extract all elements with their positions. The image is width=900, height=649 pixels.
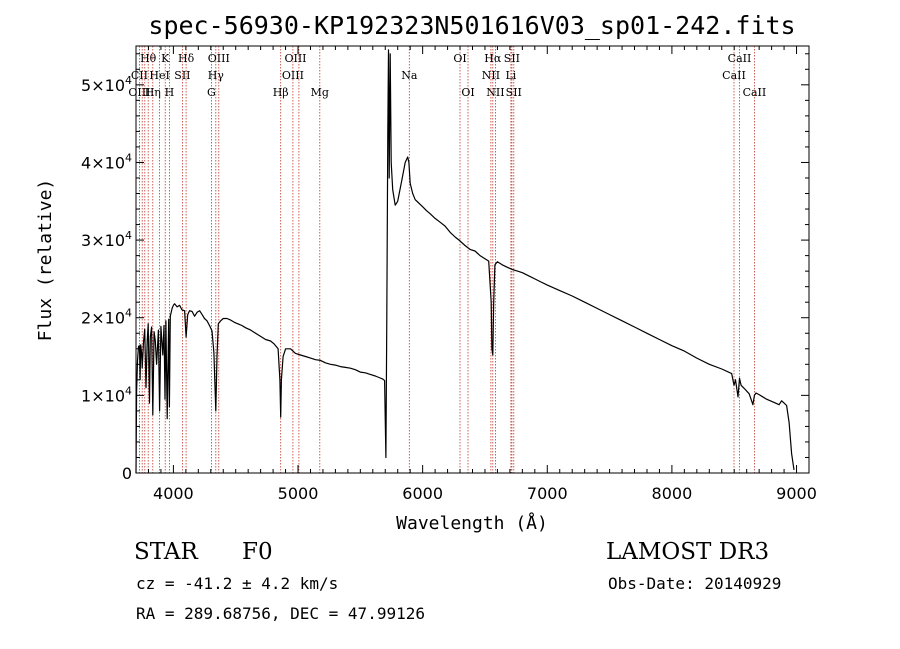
line-label: Hδ	[178, 52, 195, 65]
spectral-class: F0	[242, 539, 273, 565]
line-label: Na	[401, 69, 418, 82]
object-type: STAR	[134, 539, 198, 565]
line-label: NII	[482, 69, 500, 82]
emission-line-labels: CII OIII Hθ Hη HeI K H SII Hδ OIII Hγ G Hβ OIII OIII Mg…	[128, 52, 766, 99]
line-label: SII	[174, 69, 190, 82]
line-label: Hγ	[208, 69, 225, 82]
x-tick-label: 6000	[402, 484, 443, 503]
line-label: Hθ	[140, 52, 157, 65]
coordinates: RA = 289.68756, DEC = 47.99126	[136, 604, 425, 623]
x-tick-label: 4000	[153, 484, 194, 503]
line-label: HeI	[149, 69, 169, 82]
line-label: SII	[504, 52, 520, 65]
y-axis-label: Flux (relative)	[35, 179, 56, 342]
line-label: OIII	[208, 52, 230, 65]
line-label: OIII	[128, 86, 150, 99]
line-label: Mg	[311, 86, 329, 99]
survey-name: LAMOST DR3	[606, 539, 770, 565]
y-tick-label: 3×104	[81, 229, 132, 250]
chart-title: spec-56930-KP192323N501616V03_sp01-242.f…	[148, 11, 795, 40]
line-label: K	[161, 52, 170, 65]
obs-date: Obs-Date: 20140929	[608, 574, 782, 593]
x-tick-label: 8000	[652, 484, 693, 503]
line-label: CaII	[728, 52, 752, 65]
line-label: G	[207, 86, 216, 99]
spectrum-line	[135, 49, 795, 474]
y-tick-label: 0	[122, 464, 132, 483]
y-tick-label: 4×104	[81, 151, 132, 172]
y-tick-label: 1×104	[81, 384, 132, 405]
redshift-value: cz = -41.2 ± 4.2 km/s	[136, 574, 339, 593]
line-label: OI	[453, 52, 466, 65]
emission-line-markers	[138, 46, 755, 473]
x-tick-label: 9000	[776, 484, 817, 503]
x-tick-label: 5000	[278, 484, 319, 503]
line-label: SII	[506, 86, 522, 99]
line-label: Hβ	[273, 86, 289, 99]
spectrum-chart: spec-56930-KP192323N501616V03_sp01-242.f…	[35, 11, 817, 534]
x-axis-label: Wavelength (Å)	[396, 512, 548, 534]
line-label: Hη	[145, 86, 161, 99]
y-tick-label: 2×104	[81, 307, 132, 328]
line-label: CII	[131, 69, 148, 82]
line-label: OIII	[284, 52, 306, 65]
line-label: CaII	[722, 69, 746, 82]
y-tick-label: 5×104	[81, 74, 132, 95]
line-label: NII	[486, 86, 504, 99]
line-label: OI	[461, 86, 474, 99]
x-axis: 4000 5000 6000 7000 8000 9000	[135, 46, 817, 503]
y-axis: 0 1×104 2×104 3×104 4×104 5×104	[81, 53, 809, 483]
line-label: Hα	[484, 52, 502, 65]
line-label: CaII	[743, 86, 767, 99]
line-label: Li	[505, 69, 516, 82]
line-label: OIII	[282, 69, 304, 82]
x-tick-label: 7000	[527, 484, 568, 503]
plot-frame	[135, 45, 810, 474]
line-label: H	[165, 86, 175, 99]
